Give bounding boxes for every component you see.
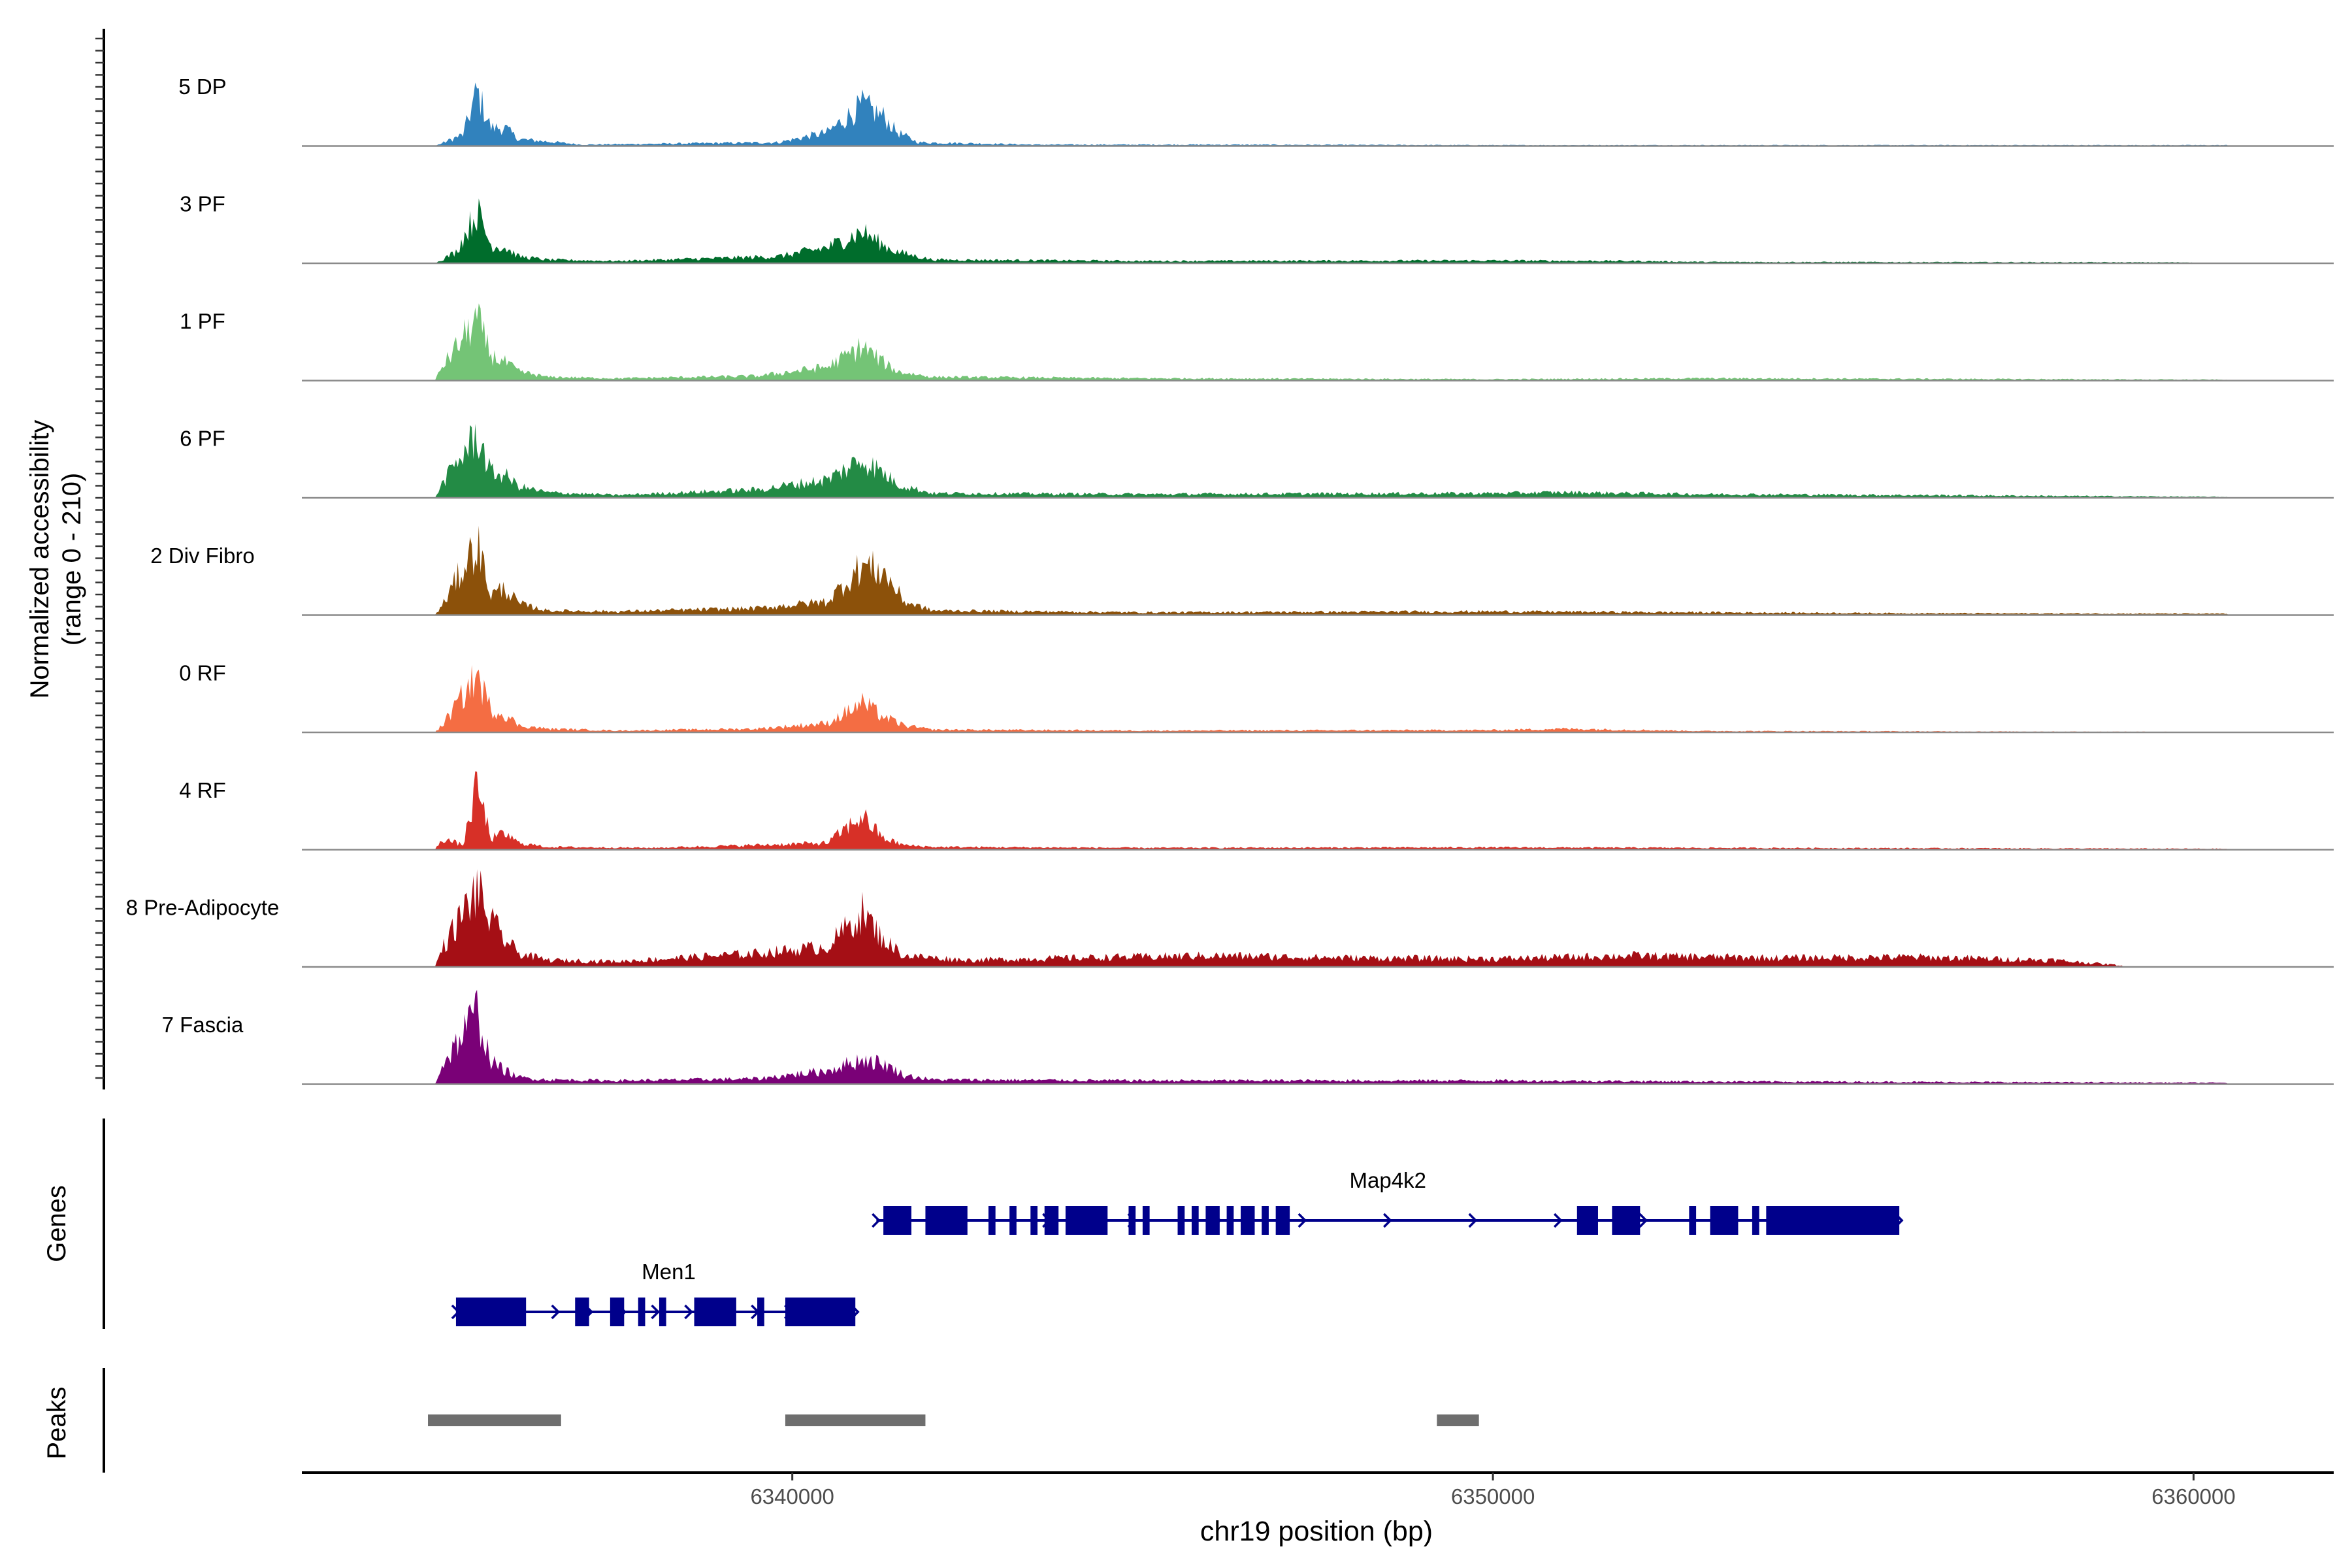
exon [455,1298,527,1326]
track-0 [302,82,2334,147]
strand-arrow [1298,1213,1307,1228]
track-label: 8 Pre-Adipocyte [126,896,280,920]
track-label: 7 Fascia [162,1013,244,1037]
gene-track: Men1 Map4k2 [451,1168,1904,1326]
exon [1044,1206,1059,1235]
exon [610,1298,625,1326]
track-7 [302,869,2334,968]
exon [1710,1206,1739,1235]
strand-arrow [1383,1213,1392,1228]
peaks-panel-label: Peaks [42,1386,71,1459]
exon [1226,1206,1234,1235]
coverage-area [302,82,2334,146]
track-label: 2 Div Fibro [150,544,255,568]
track-2 [302,303,2334,382]
exon [1752,1206,1759,1235]
strand-arrow [872,1213,881,1228]
exon [1241,1206,1255,1235]
strand-arrow [684,1304,693,1320]
peak-track [428,1414,1479,1426]
exon [1009,1206,1017,1235]
y-axis-title: Normalized accessibility [25,420,54,699]
x-axis-title: chr19 position (bp) [1200,1516,1433,1547]
exon [757,1298,764,1326]
exon [1766,1206,1900,1235]
strand-arrow [551,1304,561,1320]
exon [1612,1206,1641,1235]
track-label: 4 RF [179,778,226,802]
exon [785,1298,856,1326]
x-tick-label: 6350000 [1451,1484,1535,1509]
coverage-area [302,990,2334,1085]
x-axis: 6340000 6350000 6360000 [302,1471,2334,1509]
exon [1128,1206,1136,1235]
panel-y-axes [95,29,105,1473]
x-tick-label: 6360000 [2151,1484,2235,1509]
exon [1191,1206,1199,1235]
track-label: 1 PF [180,309,225,333]
track-label: 5 DP [178,74,226,99]
exon [925,1206,968,1235]
track-6 [302,771,2334,851]
track-3 [302,423,2334,499]
strand-arrow [1639,1213,1648,1228]
coverage-area [302,303,2334,381]
coverage-tracks [302,82,2334,1085]
track-label: 6 PF [180,427,225,451]
exon [1576,1206,1598,1235]
track-5 [302,664,2334,734]
coverage-area [302,664,2334,732]
track-labels: 5 DP 3 PF 1 PF 6 PF 2 Div Fibro 0 RF 4 RF 8 Pre… [126,74,280,1037]
exon [1275,1206,1290,1235]
exon [1205,1206,1220,1235]
exon [1030,1206,1038,1235]
track-label: 0 RF [179,661,226,685]
gene-map4k2: Map4k2 [872,1168,1904,1235]
track-8 [302,990,2334,1085]
coverage-area [302,525,2334,615]
coverage-area [302,198,2334,263]
coverage-area [302,423,2334,498]
track-4 [302,525,2334,616]
exon [988,1206,996,1235]
exon [694,1298,736,1326]
gene-label: Men1 [642,1260,696,1284]
gene-label: Map4k2 [1350,1168,1426,1192]
track-label: 3 PF [180,192,225,216]
genes-panel-label: Genes [42,1185,71,1262]
strand-arrow [1553,1213,1563,1228]
exon [1689,1206,1697,1235]
exon [575,1298,589,1326]
coverage-area [302,771,2334,850]
exon [1065,1206,1108,1235]
gene-men1: Men1 [451,1260,860,1326]
exon [1177,1206,1185,1235]
strand-arrow [651,1304,661,1320]
x-tick-label: 6340000 [750,1484,834,1509]
y-axis-subtitle: (range 0 - 210) [57,473,86,646]
exon [659,1298,666,1326]
exon [883,1206,911,1235]
peak-bar [428,1414,561,1426]
strand-arrow [1468,1213,1478,1228]
peak-bar [1437,1414,1479,1426]
coverage-area [302,869,2334,967]
exon [638,1298,645,1326]
track-1 [302,198,2334,265]
exon [1262,1206,1269,1235]
peak-bar [785,1414,926,1426]
exon [1142,1206,1150,1235]
